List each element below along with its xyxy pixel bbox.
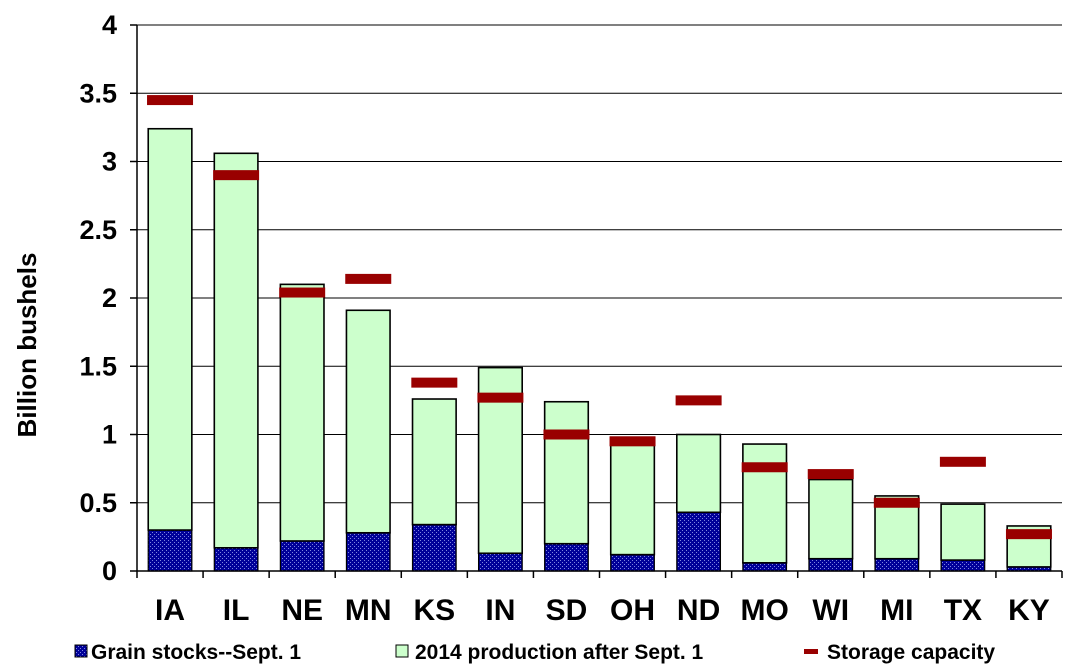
bar-production-tx <box>940 503 986 561</box>
bar-production-wi <box>808 478 854 560</box>
x-tick-label-ky: KY <box>1008 594 1050 627</box>
bar-grain-stocks-ks <box>411 523 457 572</box>
bar-grain-stocks-mn <box>345 532 391 572</box>
y-tick-labels: 0 0.5 1 1.5 2 2.5 3 3.5 4 <box>79 10 117 586</box>
bar-production-ia <box>147 127 193 531</box>
x-tick-label-nd: ND <box>677 594 720 627</box>
storage-capacity-marker-ky <box>1005 529 1052 540</box>
x-tick-label-mn: MN <box>345 594 392 627</box>
y-tick-label: 0.5 <box>79 488 117 518</box>
legend-label: 2014 production after Sept. 1 <box>415 641 704 664</box>
x-tick-label-ks: KS <box>413 594 455 627</box>
y-tick-label: 3.5 <box>79 78 117 108</box>
storage-capacity-marker-sd <box>543 429 590 440</box>
bar-production-mo <box>742 443 788 564</box>
storage-capacity-marker-wi <box>807 469 854 480</box>
legend-item-storage-capacity: Storage capacity <box>804 641 995 664</box>
bar-production-nd <box>676 433 722 514</box>
storage-capacity-marker-ia <box>147 95 194 106</box>
y-axis-title: Billion bushels <box>12 253 42 438</box>
y-tick-label: 1.5 <box>79 351 117 381</box>
x-tick-label-ne: NE <box>281 594 323 627</box>
axes <box>130 24 1063 578</box>
storage-capacity-marker-ne <box>279 287 326 298</box>
storage-capacity-markers <box>147 95 1052 540</box>
bars <box>147 127 1052 572</box>
legend: Grain stocks--Sept. 1 2014 production aft… <box>74 641 995 664</box>
bar-production-sd <box>543 400 590 545</box>
gridlines <box>137 24 1062 504</box>
legend-key-grain-stocks <box>74 644 88 658</box>
bar-grain-stocks-mi <box>874 558 920 572</box>
storage-capacity-marker-tx <box>939 456 986 467</box>
x-tick-labels: IA IL NE MN KS IN SD OH ND MO WI MI TX KY <box>155 594 1050 627</box>
bar-grain-stocks-mo <box>742 562 788 572</box>
legend-label: Grain stocks--Sept. 1 <box>91 641 301 664</box>
bar-production-ne <box>279 283 325 542</box>
x-tick-label-il: IL <box>223 594 250 627</box>
bar-grain-stocks-oh <box>610 554 655 572</box>
storage-capacity-marker-mi <box>873 497 920 508</box>
storage-capacity-marker-ks <box>411 377 458 388</box>
bar-production-ks <box>411 398 457 526</box>
x-tick-label-wi: WI <box>812 594 849 627</box>
y-tick-label: 3 <box>102 147 117 177</box>
bar-grain-stocks-ne <box>279 540 325 572</box>
storage-capacity-marker-in <box>477 392 524 403</box>
bar-production-oh <box>609 436 656 556</box>
bar-grain-stocks-in <box>477 552 523 572</box>
legend-key-production <box>395 644 409 658</box>
storage-capacity-marker-il <box>213 170 260 181</box>
bar-grain-stocks-ia <box>147 529 193 572</box>
legend-item-grain-stocks: Grain stocks--Sept. 1 <box>74 641 301 664</box>
y-tick-label: 1 <box>102 420 117 450</box>
x-tick-label-ia: IA <box>155 594 185 627</box>
bar-grain-stocks-il <box>213 547 259 572</box>
y-tick-label: 2.5 <box>79 215 117 245</box>
legend-key-storage-capacity <box>804 649 818 654</box>
storage-capacity-marker-mo <box>741 462 788 473</box>
storage-capacity-marker-oh <box>609 436 656 447</box>
x-tick-label-oh: OH <box>610 594 655 627</box>
x-tick-label-mi: MI <box>880 594 913 627</box>
y-tick-label: 4 <box>102 10 117 40</box>
bar-grain-stocks-nd <box>676 511 722 572</box>
x-tick-label-in: IN <box>485 594 515 627</box>
storage-capacity-marker-mn <box>345 273 392 284</box>
legend-label: Storage capacity <box>827 641 995 664</box>
x-tick-label-tx: TX <box>944 594 982 627</box>
legend-item-production: 2014 production after Sept. 1 <box>395 641 704 664</box>
storage-capacity-marker-nd <box>675 395 722 406</box>
x-tick-label-sd: SD <box>546 594 588 627</box>
bar-grain-stocks-sd <box>544 543 589 572</box>
x-tick-label-mo: MO <box>741 594 789 627</box>
bar-grain-stocks-wi <box>808 558 854 572</box>
bar-production-mn <box>345 309 391 534</box>
y-tick-label: 2 <box>102 283 117 313</box>
bar-grain-stocks-tx <box>940 559 986 572</box>
y-tick-label: 0 <box>102 556 117 586</box>
bar-production-il <box>213 152 259 549</box>
